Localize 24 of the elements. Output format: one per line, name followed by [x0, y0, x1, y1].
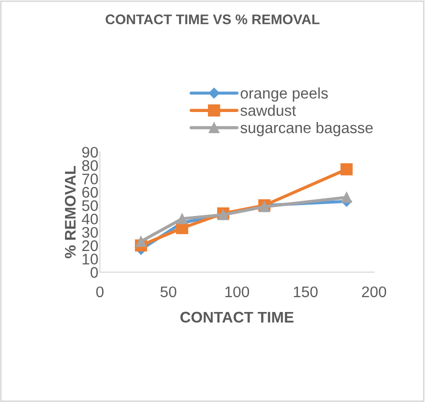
y-tick-label: 40: [82, 214, 98, 224]
y-tick-label: 30: [82, 226, 98, 238]
x-tick-label: 50: [160, 286, 176, 298]
point: [136, 236, 146, 247]
x-tick-label: 150: [294, 286, 318, 298]
y-tick-label: 10: [82, 254, 98, 264]
x-axis-title: CONTACT TIME: [180, 312, 294, 323]
y-tick-label: 60: [82, 186, 98, 198]
point: [340, 163, 353, 176]
legend-label: orange peels: [240, 87, 328, 102]
point: [176, 213, 188, 224]
legend-label: sawdust: [240, 104, 296, 116]
y-axis-title: % REMOVAL: [64, 166, 76, 258]
y-tick-label: 0: [90, 267, 98, 278]
x-tick-label: 100: [225, 286, 250, 298]
legend-label: sugarcane bagasse: [240, 122, 373, 136]
y-tick-label: 90: [82, 146, 98, 158]
point: [341, 192, 352, 203]
x-tick-label: 200: [362, 286, 386, 298]
y-tick-label: 20: [82, 240, 98, 252]
y-tick-label: 70: [82, 174, 98, 184]
chart-title: CONTACT TIME VS % REMOVAL: [106, 14, 320, 24]
y-tick-label: 80: [82, 160, 98, 171]
y-tick-label: 50: [82, 200, 98, 212]
